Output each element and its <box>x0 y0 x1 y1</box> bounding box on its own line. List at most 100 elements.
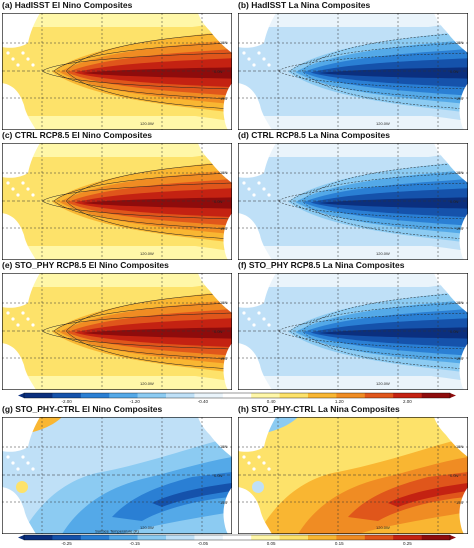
colorbar-diff-title: Surface Temperature (K) <box>95 529 139 534</box>
colorbar-main-swatch <box>80 393 110 398</box>
lat-label-eq: 0.0N <box>214 329 223 334</box>
colorbar-main-swatch <box>52 393 82 398</box>
colorbar-main-swatch <box>336 393 366 398</box>
colorbar-main-swatch <box>421 393 451 398</box>
colorbar-diff-tick-label: 0.05 <box>267 541 276 546</box>
map-b: 15N 0.0N 15S 120.0W <box>238 13 468 130</box>
colorbar-diff-swatch <box>222 535 252 540</box>
lat-label-n: 15N <box>220 170 227 175</box>
panel-c: (c) CTRL RCP8.5 El Nino Composites 15N 0.… <box>2 130 232 260</box>
colorbar-diff-swatch <box>137 535 167 540</box>
colorbar-diff-swatch <box>364 535 394 540</box>
colorbar-diff-swatch <box>109 535 138 540</box>
lat-label-s: 15S <box>220 96 227 101</box>
map-d: 15N 0.0N 15S 120.0W <box>238 143 468 260</box>
colorbar-diff-swatch <box>393 535 422 540</box>
colorbar-main-swatch <box>279 393 309 398</box>
lat-label-n: 15N <box>220 40 227 45</box>
panel-title-b: (b) HadISST La Nina Composites <box>238 0 371 10</box>
colorbar-main-swatch <box>137 393 167 398</box>
colorbar-diff-swatch <box>166 535 195 540</box>
panel-title-f: (f) STO_PHY RCP8.5 La Nina Composites <box>238 260 405 270</box>
panel-d: (d) CTRL RCP8.5 La Nina Composites 15N 0.… <box>238 130 468 260</box>
lon-label: 120.0W <box>140 381 154 386</box>
map-f: 15N 0.0N 15S 120.0W <box>238 273 468 390</box>
colorbar-diff-tick-label: 0.25 <box>403 541 412 546</box>
lat-label-s: 15S <box>456 96 463 101</box>
colorbar-diff-tick-label: 0.15 <box>335 541 344 546</box>
panel-title-a: (a) HadISST El Nino Composites <box>2 0 133 10</box>
colorbar-diff-swatch <box>52 535 82 540</box>
colorbar-diff-swatch <box>251 535 280 540</box>
colorbar-main-swatch <box>251 393 280 398</box>
colorbar-main-swatch <box>364 393 394 398</box>
lon-label: 120.0W <box>376 381 390 386</box>
colorbar-diff-swatch <box>308 535 337 540</box>
colorbar-main-tick-label: 1.20 <box>335 399 344 404</box>
colorbar-diff-swatch <box>80 535 110 540</box>
map-a: 15N 0.0N 15S 120.0W <box>2 13 232 130</box>
colorbar-diff-tick-label: -0.25 <box>61 541 72 546</box>
lat-label-n: 15N <box>456 170 463 175</box>
colorbar-diff-swatch <box>279 535 309 540</box>
lat-label-s: 15S <box>456 500 463 505</box>
lat-label-eq: 0.0N <box>214 69 223 74</box>
colorbar-main-swatch <box>393 393 422 398</box>
lat-label-s: 15S <box>456 356 463 361</box>
lat-label-s: 15S <box>220 226 227 231</box>
colorbar-diff-swatch <box>336 535 366 540</box>
map-h: 15N 0.0N 15S 120.0W <box>238 417 468 534</box>
panel-a: (a) HadISST El Nino Composites 15N 0.0N 15… <box>2 0 232 130</box>
colorbar-diff-swatch <box>421 535 451 540</box>
colorbar-diff-swatch <box>24 535 53 540</box>
panel-g: (g) STO_PHY-CTRL El Nino Composites 15N 0… <box>2 404 232 534</box>
colorbar-main-swatch <box>308 393 337 398</box>
panel-title-e: (e) STO_PHY RCP8.5 El Nino Composites <box>2 260 169 270</box>
colorbar-main: -2.00 -1.20 -0.40 0.40 1.20 2.00 <box>18 392 456 404</box>
colorbar-main-tick-label: -2.00 <box>61 399 72 404</box>
lon-label: 120.0W <box>376 251 390 256</box>
panel-title-h: (h) STO_PHY-CTRL La Nina Composites <box>238 404 400 414</box>
lat-label-n: 15N <box>220 444 227 449</box>
panel-title-g: (g) STO_PHY-CTRL El Nino Composites <box>2 404 163 414</box>
lat-label-eq: 0.0N <box>214 473 223 478</box>
lat-label-s: 15S <box>456 226 463 231</box>
panel-h: (h) STO_PHY-CTRL La Nina Composites 15N 0… <box>238 404 468 534</box>
colorbar-main-tick-label: -0.40 <box>198 399 209 404</box>
map-e: 15N 0.0N 15S 120.0W <box>2 273 232 390</box>
colorbar-main-tick-label: 2.00 <box>403 399 412 404</box>
colorbar-diff-tick-label: -0.05 <box>198 541 209 546</box>
panel-f: (f) STO_PHY RCP8.5 La Nina Composites 15… <box>238 260 468 390</box>
lat-label-eq: 0.0N <box>450 329 459 334</box>
panel-title-c: (c) CTRL RCP8.5 El Nino Composites <box>2 130 153 140</box>
lon-label: 120.0W <box>140 251 154 256</box>
panel-e: (e) STO_PHY RCP8.5 El Nino Composites 15… <box>2 260 232 390</box>
lat-label-n: 15N <box>220 300 227 305</box>
lat-label-eq: 0.0N <box>450 199 459 204</box>
lon-label: 120.0W <box>376 525 390 530</box>
lat-label-n: 15N <box>456 300 463 305</box>
colorbar-main-swatch <box>109 393 138 398</box>
lat-label-eq: 0.0N <box>214 199 223 204</box>
colorbar-main-tick-label: 0.40 <box>267 399 276 404</box>
colorbar-diff: -0.25 -0.15 -0.05 0.05 0.15 0.25 <box>18 534 456 546</box>
lat-label-s: 15S <box>220 356 227 361</box>
colorbar-diff-tick-label: -0.15 <box>130 541 141 546</box>
lat-label-n: 15N <box>456 40 463 45</box>
lon-label: 120.0W <box>140 525 154 530</box>
colorbar-main-tick-label: -1.20 <box>130 399 141 404</box>
panel-title-d: (d) CTRL RCP8.5 La Nina Composites <box>238 130 390 140</box>
colorbar-main-swatch <box>24 393 53 398</box>
lat-label-n: 15N <box>456 444 463 449</box>
colorbar-main-swatch <box>194 393 224 398</box>
lat-label-eq: 0.0N <box>450 473 459 478</box>
colorbar-main-swatch <box>222 393 252 398</box>
lat-label-s: 15S <box>220 500 227 505</box>
panel-b: (b) HadISST La Nina Composites 15N 0.0N 15… <box>238 0 468 130</box>
colorbar-diff-swatch <box>194 535 224 540</box>
lat-label-eq: 0.0N <box>450 69 459 74</box>
lon-label: 120.0W <box>376 121 390 126</box>
colorbar-main-swatch <box>166 393 195 398</box>
lon-label: 120.0W <box>140 121 154 126</box>
